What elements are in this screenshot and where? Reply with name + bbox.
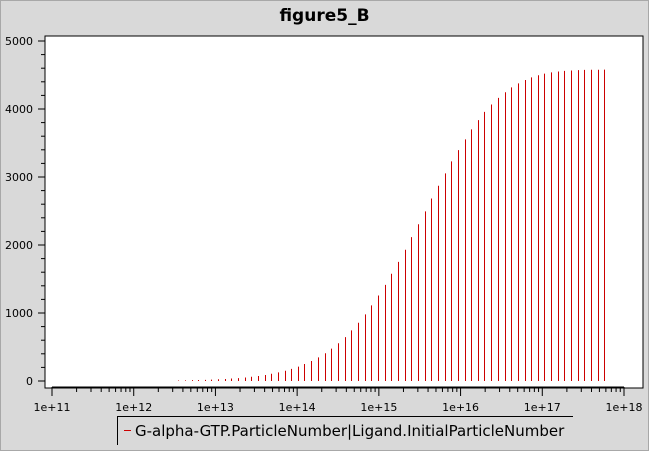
- bar-series: [178, 69, 605, 381]
- x-tick-label: 1e+15: [360, 401, 397, 414]
- x-tick-label: 1e+17: [524, 401, 561, 414]
- y-tick-label: 4000: [5, 103, 33, 116]
- y-tick-label: 0: [26, 375, 33, 388]
- y-tick-label: 3000: [5, 171, 33, 184]
- plot-area: [44, 35, 644, 389]
- x-tick-label: 1e+12: [115, 401, 152, 414]
- legend-swatch: [124, 430, 131, 431]
- x-tick-label: 1e+16: [442, 401, 479, 414]
- chart-title: figure5_B: [279, 6, 370, 26]
- x-tick-label: 1e+14: [279, 401, 316, 414]
- x-tick-label: 1e+11: [34, 401, 71, 414]
- y-tick-label: 2000: [5, 239, 33, 252]
- y-tick-label: 1000: [5, 307, 33, 320]
- y-axis: 0 1000 2000 3000 4000 5000: [5, 35, 46, 388]
- legend-label: G-alpha-GTP.ParticleNumber|Ligand.Initia…: [135, 422, 565, 440]
- x-axis: 1e+11 1e+12 1e+13 1e+14 1e+15 1e+16 1e+17 1e+18: [34, 386, 643, 414]
- x-tick-label: 1e+18: [606, 401, 643, 414]
- x-tick-label: 1e+13: [197, 401, 234, 414]
- y-tick-label: 5000: [5, 35, 33, 48]
- legend: G-alpha-GTP.ParticleNumber|Ligand.Initia…: [117, 416, 573, 445]
